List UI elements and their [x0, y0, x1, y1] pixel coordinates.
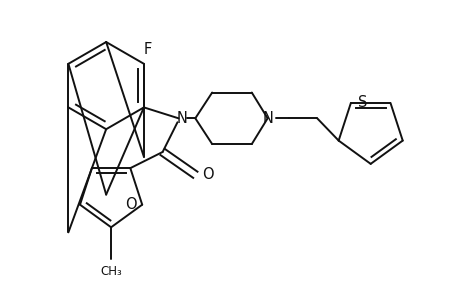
- Text: N: N: [262, 111, 273, 126]
- Text: F: F: [143, 42, 151, 57]
- Text: S: S: [357, 95, 366, 110]
- Text: CH₃: CH₃: [100, 265, 122, 278]
- Text: O: O: [202, 167, 213, 182]
- Text: O: O: [124, 197, 136, 212]
- Text: N: N: [177, 111, 187, 126]
